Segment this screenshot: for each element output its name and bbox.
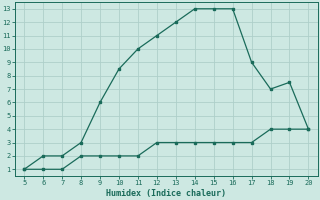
X-axis label: Humidex (Indice chaleur): Humidex (Indice chaleur) (106, 189, 226, 198)
